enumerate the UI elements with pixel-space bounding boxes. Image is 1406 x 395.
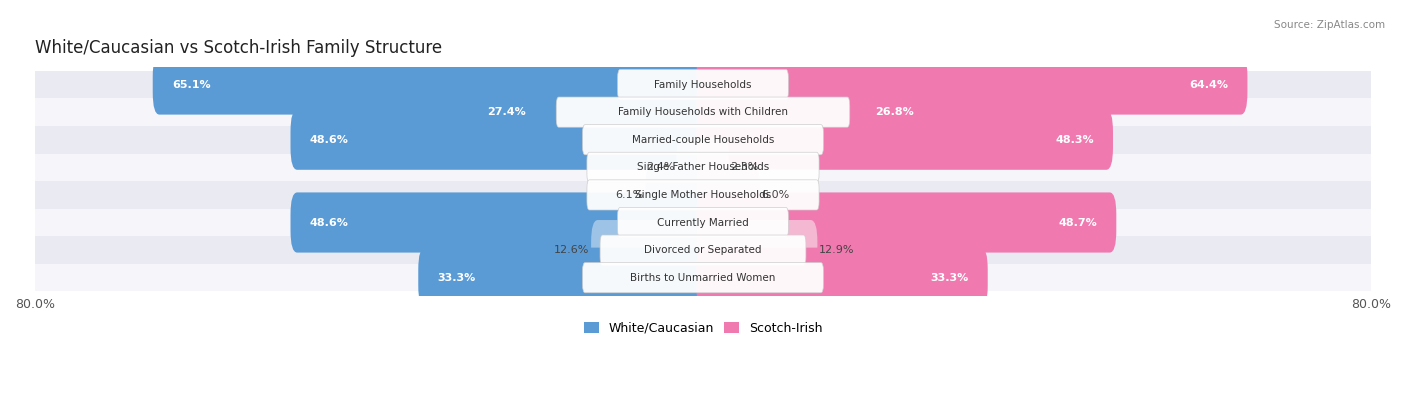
FancyBboxPatch shape [696, 165, 759, 225]
FancyBboxPatch shape [586, 152, 820, 182]
Bar [35, 154, 1371, 181]
Text: Single Mother Households: Single Mother Households [636, 190, 770, 200]
Text: 64.4%: 64.4% [1189, 79, 1229, 90]
Text: 48.6%: 48.6% [309, 135, 349, 145]
Text: 27.4%: 27.4% [486, 107, 526, 117]
Text: 48.3%: 48.3% [1054, 135, 1094, 145]
Bar [35, 98, 1371, 126]
Text: Single Father Households: Single Father Households [637, 162, 769, 172]
Text: Married-couple Households: Married-couple Households [631, 135, 775, 145]
FancyBboxPatch shape [617, 207, 789, 237]
Text: 33.3%: 33.3% [437, 273, 475, 283]
Text: 12.6%: 12.6% [554, 245, 589, 255]
Text: Family Households with Children: Family Households with Children [619, 107, 787, 117]
FancyBboxPatch shape [468, 82, 710, 142]
Text: 2.4%: 2.4% [647, 162, 675, 172]
Text: 48.6%: 48.6% [309, 218, 349, 228]
FancyBboxPatch shape [696, 110, 1114, 170]
Legend: White/Caucasian, Scotch-Irish: White/Caucasian, Scotch-Irish [578, 317, 828, 340]
Bar [35, 236, 1371, 264]
Bar [35, 71, 1371, 98]
FancyBboxPatch shape [696, 248, 988, 308]
FancyBboxPatch shape [418, 248, 710, 308]
Text: 65.1%: 65.1% [172, 79, 211, 90]
Text: Source: ZipAtlas.com: Source: ZipAtlas.com [1274, 20, 1385, 30]
FancyBboxPatch shape [676, 137, 710, 198]
Bar [35, 126, 1371, 154]
Bar [35, 209, 1371, 236]
FancyBboxPatch shape [600, 235, 806, 265]
Text: 6.0%: 6.0% [762, 190, 790, 200]
Text: 33.3%: 33.3% [931, 273, 969, 283]
FancyBboxPatch shape [582, 125, 824, 155]
FancyBboxPatch shape [557, 97, 849, 127]
FancyBboxPatch shape [696, 82, 934, 142]
Bar [35, 181, 1371, 209]
Text: Family Households: Family Households [654, 79, 752, 90]
FancyBboxPatch shape [591, 220, 710, 280]
FancyBboxPatch shape [696, 220, 817, 280]
FancyBboxPatch shape [582, 263, 824, 293]
Text: 2.3%: 2.3% [731, 162, 759, 172]
FancyBboxPatch shape [645, 165, 710, 225]
Text: White/Caucasian vs Scotch-Irish Family Structure: White/Caucasian vs Scotch-Irish Family S… [35, 39, 441, 57]
FancyBboxPatch shape [696, 137, 728, 198]
FancyBboxPatch shape [153, 55, 710, 115]
FancyBboxPatch shape [291, 192, 710, 252]
Text: Currently Married: Currently Married [657, 218, 749, 228]
Text: 12.9%: 12.9% [820, 245, 855, 255]
Bar [35, 264, 1371, 292]
FancyBboxPatch shape [586, 180, 820, 210]
Text: 48.7%: 48.7% [1059, 218, 1097, 228]
Text: Divorced or Separated: Divorced or Separated [644, 245, 762, 255]
Text: 26.8%: 26.8% [876, 107, 914, 117]
FancyBboxPatch shape [617, 70, 789, 100]
FancyBboxPatch shape [696, 55, 1247, 115]
Text: Births to Unmarried Women: Births to Unmarried Women [630, 273, 776, 283]
FancyBboxPatch shape [291, 110, 710, 170]
FancyBboxPatch shape [696, 192, 1116, 252]
Text: 6.1%: 6.1% [616, 190, 644, 200]
